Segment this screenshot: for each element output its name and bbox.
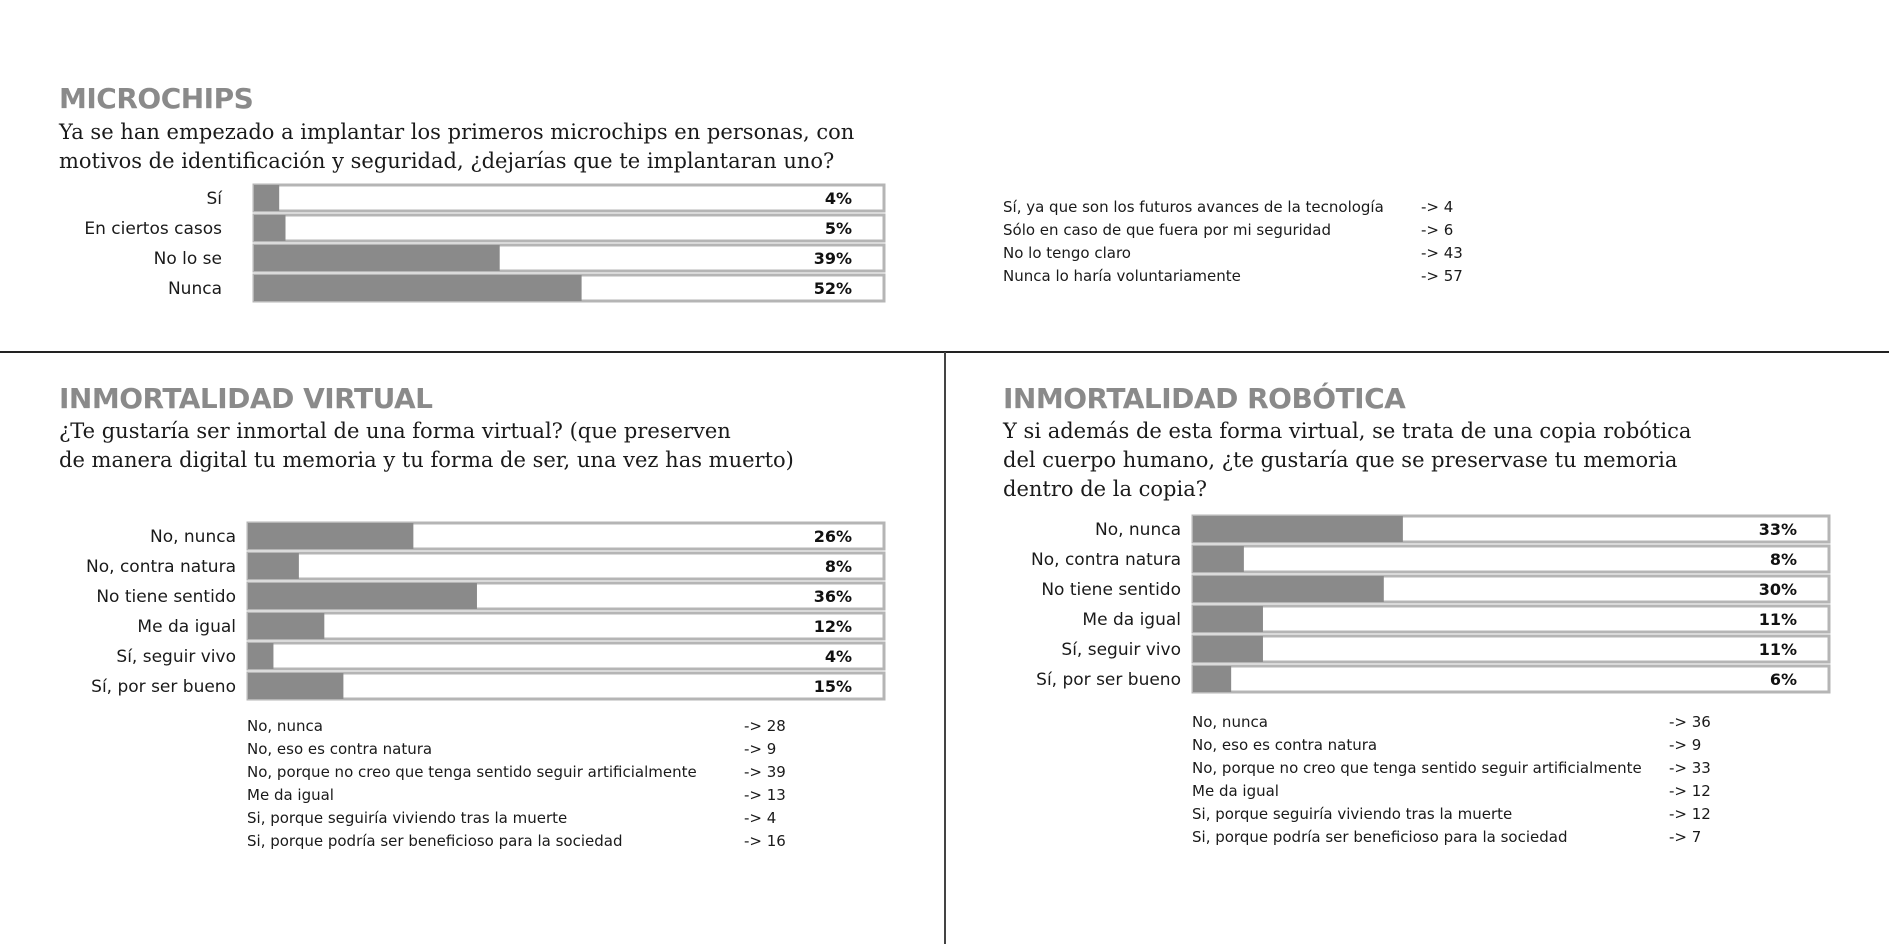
bar [1193, 636, 1263, 662]
category-label: Sí [206, 189, 223, 209]
category-label: No tiene sentido [1041, 580, 1181, 600]
section-title: MICROCHIPS [59, 82, 254, 115]
percent-label: 52% [814, 279, 852, 298]
answer-count: -> 12 [1669, 782, 1711, 800]
bar-track [246, 611, 886, 641]
answer-count: -> 6 [1421, 221, 1454, 239]
answer-text: Sí, ya que son los futuros avances de la… [1003, 198, 1384, 216]
category-label: No, contra natura [86, 557, 236, 577]
bar-track [246, 551, 886, 581]
percent-label: 4% [825, 189, 852, 208]
section-question: Y si además de esta forma virtual, se tr… [1003, 419, 1692, 501]
bar-track [1191, 604, 1831, 634]
bar-track [252, 183, 886, 213]
percent-label: 15% [814, 677, 852, 696]
percent-label: 26% [814, 527, 852, 546]
category-label: No, contra natura [1031, 550, 1181, 570]
answer-count: -> 28 [744, 717, 786, 735]
answer-text: Me da igual [247, 786, 334, 804]
answer-count: -> 4 [744, 809, 777, 827]
bar-track [1191, 544, 1831, 574]
category-label: No, nunca [150, 527, 236, 547]
percent-label: 8% [825, 557, 852, 576]
category-label: Sí, por ser bueno [1036, 670, 1181, 690]
answer-text: Nunca lo haría voluntariamente [1003, 267, 1241, 285]
answer-text: No lo tengo claro [1003, 244, 1131, 262]
answer-text: Me da igual [1192, 782, 1279, 800]
percent-label: 8% [1770, 550, 1797, 569]
category-label: Me da igual [137, 617, 236, 637]
answer-text: No, eso es contra natura [1192, 736, 1378, 754]
bar-track [1191, 634, 1831, 664]
vertical-divider [944, 352, 946, 944]
category-label: No, nunca [1095, 520, 1181, 540]
category-label: Sí, seguir vivo [1061, 640, 1181, 660]
answer-count: -> 57 [1421, 267, 1463, 285]
answer-count: -> 39 [744, 763, 786, 781]
answer-text: No, nunca [1192, 713, 1268, 731]
answer-text: Si, porque seguiría viviendo tras la mue… [247, 809, 568, 827]
section-question: Ya se han empezado a implantar los prime… [59, 120, 855, 173]
bar [248, 583, 477, 609]
bar [1193, 606, 1263, 632]
bar [1193, 516, 1403, 542]
answer-count: -> 9 [1669, 736, 1702, 754]
category-label: Me da igual [1082, 610, 1181, 630]
answer-text: No, nunca [247, 717, 323, 735]
category-label: Sí, por ser bueno [91, 677, 236, 697]
percent-label: 30% [1759, 580, 1797, 599]
bar [254, 275, 582, 301]
category-label: En ciertos casos [84, 219, 222, 239]
percent-label: 33% [1759, 520, 1797, 539]
bar [248, 523, 414, 549]
bar [254, 245, 500, 271]
bar [1193, 576, 1384, 602]
answer-text: Si, porque seguiría viviendo tras la mue… [1192, 805, 1513, 823]
answer-count: -> 12 [1669, 805, 1711, 823]
bar [1193, 666, 1232, 692]
answer-count: -> 36 [1669, 713, 1711, 731]
answer-count: -> 43 [1421, 244, 1463, 262]
answer-text: Si, porque podría ser beneficioso para l… [247, 832, 623, 850]
answer-text: No, eso es contra natura [247, 740, 433, 758]
percent-label: 36% [814, 587, 852, 606]
answer-text: Si, porque podría ser beneficioso para l… [1192, 828, 1568, 846]
section-title: INMORTALIDAD VIRTUAL [59, 382, 433, 415]
bar [248, 553, 299, 579]
percent-label: 11% [1759, 610, 1797, 629]
answer-count: -> 9 [744, 740, 777, 758]
bar [248, 643, 274, 669]
category-label: Sí, seguir vivo [116, 647, 236, 667]
section-question: ¿Te gustaría ser inmortal de una forma v… [59, 419, 794, 472]
category-label: No lo se [154, 249, 222, 269]
answer-count: -> 4 [1421, 198, 1454, 216]
answer-count: -> 16 [744, 832, 786, 850]
answer-text: No, porque no creo que tenga sentido seg… [247, 763, 697, 781]
answer-text: No, porque no creo que tenga sentido seg… [1192, 759, 1642, 777]
category-label: No tiene sentido [96, 587, 236, 607]
bar [1193, 546, 1244, 572]
percent-label: 4% [825, 647, 852, 666]
bar-track [252, 213, 886, 243]
answer-count: -> 13 [744, 786, 786, 804]
percent-label: 11% [1759, 640, 1797, 659]
category-label: Nunca [168, 279, 222, 299]
bar-track [246, 641, 886, 671]
bar [254, 185, 280, 211]
section-title: INMORTALIDAD ROBÓTICA [1003, 382, 1406, 415]
percent-label: 5% [825, 219, 852, 238]
answer-text: Sólo en caso de que fuera por mi segurid… [1003, 221, 1332, 239]
bar [248, 613, 325, 639]
percent-label: 39% [814, 249, 852, 268]
percent-label: 12% [814, 617, 852, 636]
bar [248, 673, 344, 699]
answer-count: -> 33 [1669, 759, 1711, 777]
answer-count: -> 7 [1669, 828, 1702, 846]
bar [254, 215, 286, 241]
percent-label: 6% [1770, 670, 1797, 689]
bar-track [1191, 664, 1831, 694]
